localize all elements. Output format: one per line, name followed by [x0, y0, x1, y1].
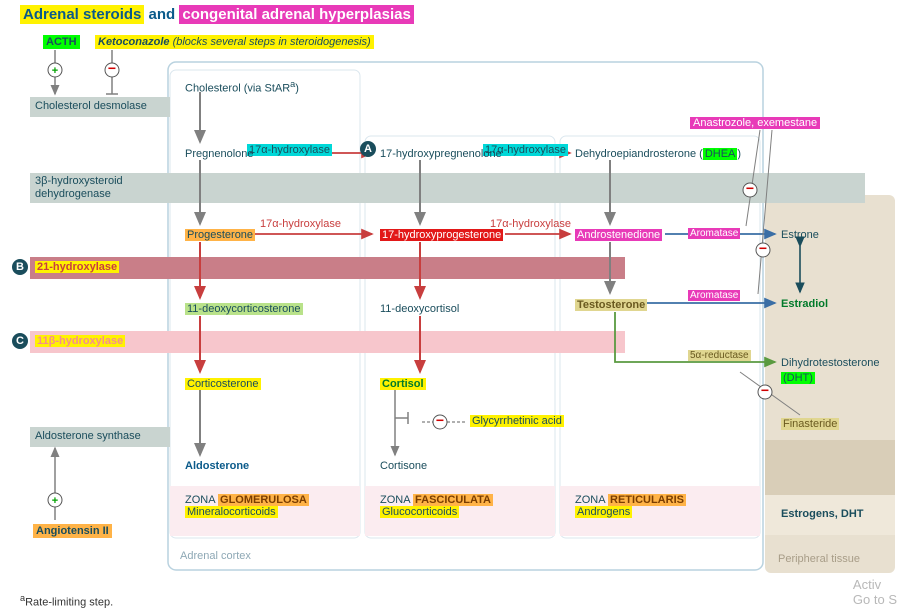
cholesterol-text: Cholesterol (via StAR	[185, 83, 290, 95]
pregnenolone: Pregnenolone	[185, 148, 254, 160]
21-hydroxylase: 21-hydroxylase	[35, 261, 119, 273]
dht-tag: (DHT)	[781, 372, 815, 384]
11-deoxycortisol: 11-deoxycortisol	[380, 303, 459, 315]
page-title: Adrenal steroids and congenital adrenal …	[20, 6, 414, 23]
adrenal-cortex-label: Adrenal cortex	[180, 550, 251, 562]
cholesterol: Cholesterol (via StARa)	[185, 79, 299, 95]
svg-text:+: +	[52, 65, 58, 77]
androstenedione: Androstenedione	[575, 229, 662, 241]
activate-line2: Go to S	[853, 592, 897, 607]
aromatase-1: Aromatase	[688, 228, 740, 239]
zona-f-prefix: ZONA	[380, 494, 413, 506]
aromatase-2: Aromatase	[688, 290, 740, 301]
zona-r-class: Androgens	[575, 506, 632, 518]
estrogens-dht-label: Estrogens, DHT	[781, 508, 864, 520]
17-hydroxypregnenolone: 17-hydroxypregnenolone	[380, 148, 502, 160]
svg-text:+: +	[52, 495, 58, 507]
dhea: Dehydroepiandrosterone (DHEA)	[575, 148, 741, 160]
anastrozole-exemestane: Anastrozole, exemestane	[690, 117, 820, 129]
17a-hydroxylase-red-a: 17α-hydroxylase	[260, 218, 341, 230]
finasteride: Finasteride	[781, 418, 839, 430]
5a-reductase: 5α-reductase	[688, 350, 751, 361]
corticosterone: Corticosterone	[185, 378, 261, 390]
zona-f-name: FASCICULATA	[413, 494, 493, 506]
dht: Dihydrotestosterone	[781, 357, 879, 369]
keto-name: Ketoconazole	[98, 36, 170, 48]
cortisone: Cortisone	[380, 460, 427, 472]
testosterone: Testosterone	[575, 299, 647, 311]
svg-text:−: −	[108, 60, 116, 76]
17-hydroxyprogesterone: 17-hydroxyprogesterone	[380, 229, 503, 241]
zona-g-name: GLOMERULOSA	[218, 494, 309, 506]
acth-label: ACTH	[43, 35, 80, 49]
zona-fasciculata: ZONA FASCICULATA Glucocorticoids	[380, 494, 493, 518]
dht-tag-text: DHT	[787, 372, 810, 384]
footnote-text: Rate-limiting step.	[25, 597, 113, 609]
title-part1: Adrenal steroids	[20, 5, 144, 24]
chol-desmolase: Cholesterol desmolase	[35, 100, 147, 112]
activate-line1: Activ	[853, 577, 881, 592]
peripheral-tissue-label: Peripheral tissue	[778, 553, 860, 565]
angiotensin-label: Angiotensin II	[33, 524, 112, 538]
svg-text:−: −	[761, 382, 769, 398]
footnote: aRate-limiting step.	[20, 593, 113, 609]
dhea-tag: DHEA	[703, 148, 738, 160]
zona-reticularis: ZONA RETICULARIS Androgens	[575, 494, 686, 518]
aldosterone: Aldosterone	[185, 460, 249, 472]
estradiol: Estradiol	[781, 298, 828, 310]
zona-r-name: RETICULARIS	[608, 494, 686, 506]
aldo-synthase: Aldosterone synthase	[35, 430, 141, 442]
svg-text:−: −	[436, 412, 444, 428]
keto-note: (blocks several steps in steroidogenesis…	[173, 36, 371, 48]
marker-c: C	[12, 333, 28, 349]
11b-hydroxylase: 11β-hydroxylase	[35, 335, 125, 347]
svg-text:−: −	[746, 180, 754, 196]
marker-a: A	[360, 141, 376, 157]
zona-r-prefix: ZONA	[575, 494, 608, 506]
marker-b: B	[12, 259, 28, 275]
cholesterol-sup: a	[290, 79, 295, 89]
windows-activate-watermark: Activ Go to S	[853, 577, 897, 607]
zona-glomerulosa: ZONA GLOMERULOSA Mineralocorticoids	[185, 494, 309, 518]
ketoconazole-label: Ketoconazole (blocks several steps in st…	[95, 35, 374, 49]
zona-f-class: Glucocorticoids	[380, 506, 459, 518]
cortisol: Cortisol	[380, 378, 426, 390]
11-deoxycorticosterone: 11-deoxycorticosterone	[185, 303, 303, 315]
dhea-text: Dehydroepiandrosterone (	[575, 148, 703, 160]
hsd3b: 3β-hydroxysteroiddehydrogenase	[35, 175, 123, 201]
glycyrrhetinic-acid: Glycyrrhetinic acid	[470, 415, 564, 427]
estrone: Estrone	[781, 229, 819, 241]
svg-text:−: −	[759, 240, 767, 256]
17a-hydroxylase-cyan-a: 17α-hydroxylase	[247, 144, 332, 156]
title-and: and	[144, 6, 179, 23]
title-part2: congenital adrenal hyperplasias	[179, 5, 413, 24]
zona-g-prefix: ZONA	[185, 494, 218, 506]
zona-g-class: Mineralocorticoids	[185, 506, 278, 518]
progesterone: Progesterone	[185, 229, 255, 241]
